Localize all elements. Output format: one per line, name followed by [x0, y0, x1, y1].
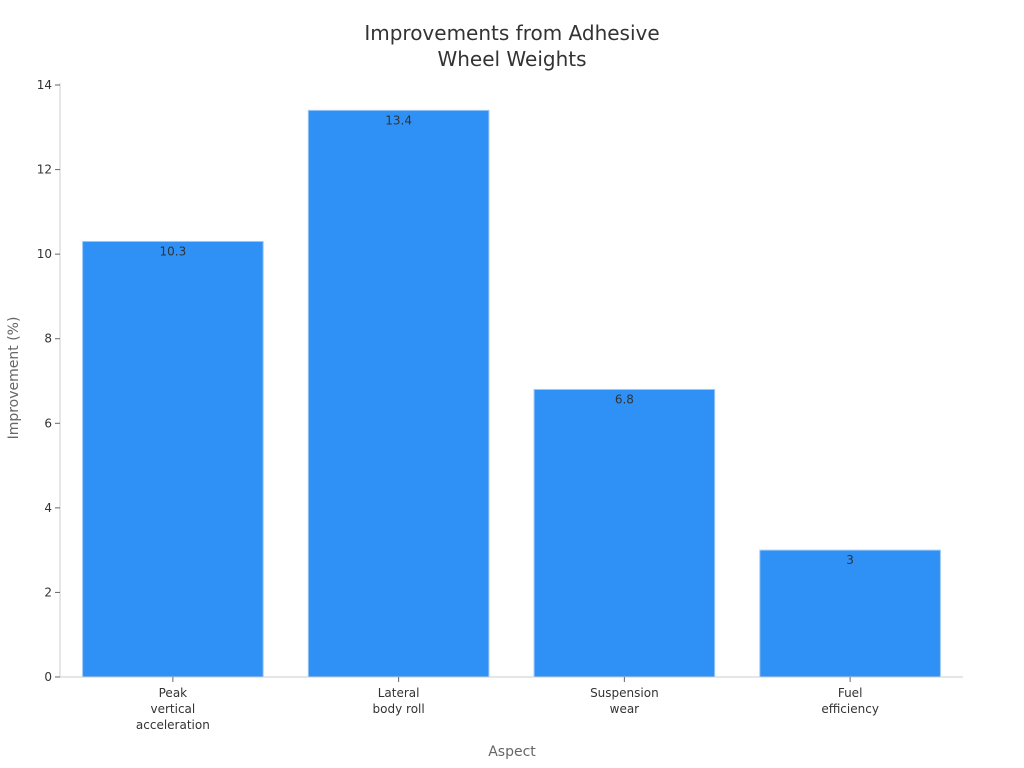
x-tick-label: body roll — [373, 702, 425, 716]
x-tick-label: Lateral — [378, 686, 420, 700]
chart-title-line-2: Wheel Weights — [437, 47, 587, 71]
bar[interactable] — [82, 240, 264, 678]
bar[interactable] — [759, 549, 941, 678]
chart-title: Improvements from Adhesive Wheel Weights — [0, 20, 1024, 72]
chart-title-line-1: Improvements from Adhesive — [364, 21, 660, 45]
x-tick-label: efficiency — [821, 702, 879, 716]
y-tick-label: 6 — [44, 416, 52, 430]
x-tick-label: vertical — [151, 702, 196, 716]
y-tick-label: 0 — [44, 670, 52, 684]
y-tick-label: 12 — [37, 163, 52, 177]
y-tick-label: 14 — [37, 78, 52, 92]
x-tick-label: Fuel — [838, 686, 863, 700]
y-tick-label: 8 — [44, 332, 52, 346]
y-axis: 0 2 4 6 8 10 12 14 — [37, 78, 61, 684]
y-axis-label: Improvement (%) — [6, 317, 22, 440]
y-tick-label: 2 — [44, 585, 52, 599]
x-tick-label: Suspension — [590, 686, 659, 700]
bar-value-label: 6.8 — [615, 392, 634, 406]
x-axis: Peak vertical acceleration Lateral body roll… — [60, 676, 963, 732]
bar[interactable] — [307, 109, 490, 678]
y-tick-label: 4 — [44, 501, 52, 515]
bar-value-label: 13.4 — [385, 113, 412, 127]
bar[interactable] — [533, 388, 716, 678]
y-tick-label: 10 — [37, 247, 52, 261]
bars: 10.3 13.4 6.8 3 — [82, 109, 941, 678]
x-axis-label: Aspect — [488, 744, 536, 760]
bar-value-label: 10.3 — [160, 244, 187, 258]
x-tick-label: acceleration — [136, 718, 210, 732]
x-tick-label: wear — [610, 702, 640, 716]
bar-value-label: 3 — [846, 553, 854, 567]
x-tick-label: Peak — [159, 686, 188, 700]
